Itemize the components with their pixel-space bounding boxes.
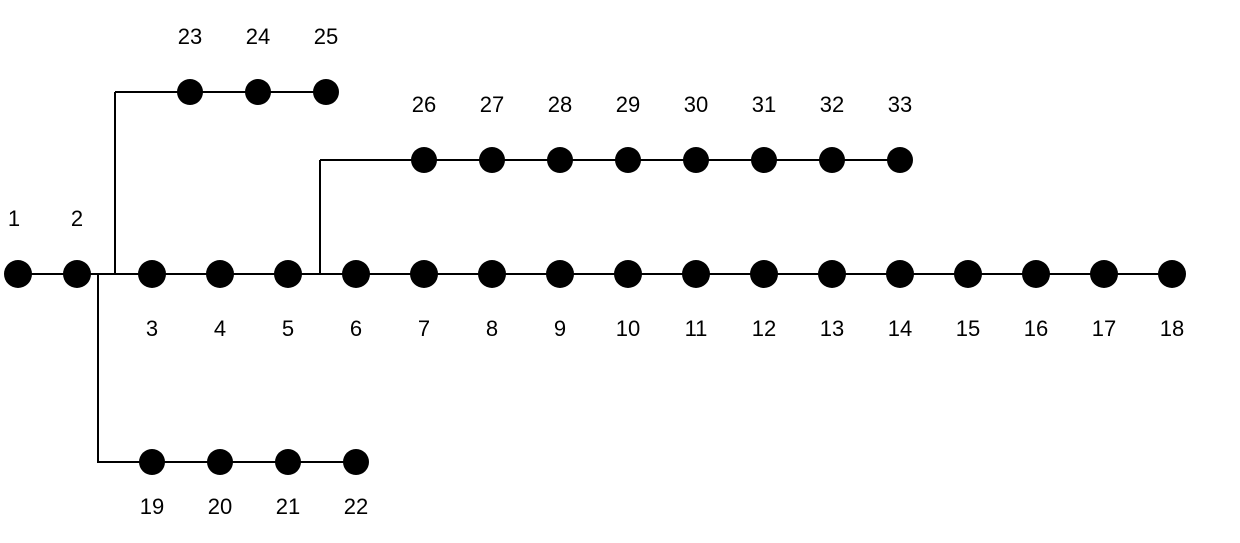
- bus-node-23: [177, 79, 203, 105]
- bus-node-13: [818, 260, 846, 288]
- bus-label-21: 21: [276, 494, 300, 520]
- bus-node-30: [683, 147, 709, 173]
- bus-label-8: 8: [486, 316, 498, 342]
- bus-label-10: 10: [616, 316, 640, 342]
- edge: [97, 274, 99, 463]
- edge: [319, 160, 321, 275]
- bus-node-31: [751, 147, 777, 173]
- bus-label-20: 20: [208, 494, 232, 520]
- bus-label-33: 33: [888, 92, 912, 118]
- bus-label-13: 13: [820, 316, 844, 342]
- bus-label-23: 23: [178, 24, 202, 50]
- bus-label-26: 26: [412, 92, 436, 118]
- bus-label-32: 32: [820, 92, 844, 118]
- bus-label-7: 7: [418, 316, 430, 342]
- bus-label-6: 6: [350, 316, 362, 342]
- bus-label-29: 29: [616, 92, 640, 118]
- bus-node-14: [886, 260, 914, 288]
- bus-label-27: 27: [480, 92, 504, 118]
- bus-node-7: [410, 260, 438, 288]
- bus-label-11: 11: [685, 316, 708, 342]
- bus-node-26: [411, 147, 437, 173]
- bus-label-14: 14: [888, 316, 912, 342]
- edge: [115, 91, 326, 93]
- bus-node-29: [615, 147, 641, 173]
- bus-node-18: [1158, 260, 1186, 288]
- bus-node-5: [274, 260, 302, 288]
- bus-label-31: 31: [752, 92, 776, 118]
- bus-node-1: [4, 260, 32, 288]
- bus-label-22: 22: [344, 494, 368, 520]
- bus-label-9: 9: [554, 316, 566, 342]
- bus-node-15: [954, 260, 982, 288]
- bus-label-28: 28: [548, 92, 572, 118]
- edge: [18, 273, 1172, 275]
- bus-label-24: 24: [246, 24, 270, 50]
- edge: [114, 92, 116, 275]
- bus-node-28: [547, 147, 573, 173]
- bus-label-4: 4: [214, 316, 226, 342]
- bus-node-22: [343, 449, 369, 475]
- bus-label-17: 17: [1092, 316, 1116, 342]
- bus-node-33: [887, 147, 913, 173]
- bus-node-8: [478, 260, 506, 288]
- bus-label-1: 1: [8, 206, 20, 232]
- bus-node-24: [245, 79, 271, 105]
- bus-label-19: 19: [140, 494, 164, 520]
- bus-label-25: 25: [314, 24, 338, 50]
- bus-node-3: [138, 260, 166, 288]
- bus-node-10: [614, 260, 642, 288]
- bus-label-2: 2: [71, 206, 83, 232]
- bus-node-16: [1022, 260, 1050, 288]
- bus-node-4: [206, 260, 234, 288]
- bus-node-9: [546, 260, 574, 288]
- bus-node-6: [342, 260, 370, 288]
- bus-node-17: [1090, 260, 1118, 288]
- bus-label-30: 30: [684, 92, 708, 118]
- bus-node-27: [479, 147, 505, 173]
- edge: [320, 159, 900, 161]
- bus-label-5: 5: [282, 316, 294, 342]
- bus-node-19: [139, 449, 165, 475]
- bus-label-15: 15: [956, 316, 980, 342]
- bus-label-18: 18: [1160, 316, 1184, 342]
- bus-node-12: [750, 260, 778, 288]
- bus-node-21: [275, 449, 301, 475]
- ieee33-bus-diagram: 1234567891011121314151617181920212223242…: [0, 0, 1240, 543]
- bus-node-25: [313, 79, 339, 105]
- bus-label-12: 12: [752, 316, 776, 342]
- bus-label-3: 3: [146, 316, 158, 342]
- bus-node-11: [682, 260, 710, 288]
- bus-node-2: [63, 260, 91, 288]
- bus-node-20: [207, 449, 233, 475]
- bus-node-32: [819, 147, 845, 173]
- bus-label-16: 16: [1024, 316, 1048, 342]
